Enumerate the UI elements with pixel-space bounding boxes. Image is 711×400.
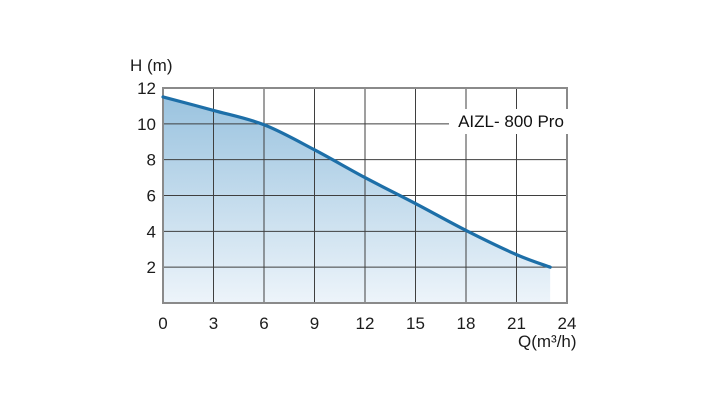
curve-area-fill [163,96,551,303]
x-tick-label: 21 [507,314,526,333]
x-tick-label: 9 [310,314,319,333]
pump-curve-line [161,95,552,269]
y-axis-label: H (m) [130,56,173,75]
y-tick-label: 12 [137,79,156,98]
plot-border [162,87,568,304]
x-tick-label: 12 [356,314,375,333]
x-tick-label: 0 [158,314,167,333]
x-tick-label: 15 [406,314,425,333]
series-model-label: AIZL- 800 Pro [449,109,573,134]
x-tick-label: 3 [209,314,218,333]
y-tick-label: 8 [147,151,156,170]
y-tick-label: 10 [137,115,156,134]
y-tick-label: 2 [147,258,156,277]
x-tick-label: 18 [457,314,476,333]
x-axis-label: Q(m³/h) [518,332,577,351]
x-tick-label: 6 [259,314,268,333]
y-tick-label: 4 [147,222,156,241]
x-tick-label: 24 [558,314,577,333]
y-tick-label: 6 [147,187,156,206]
